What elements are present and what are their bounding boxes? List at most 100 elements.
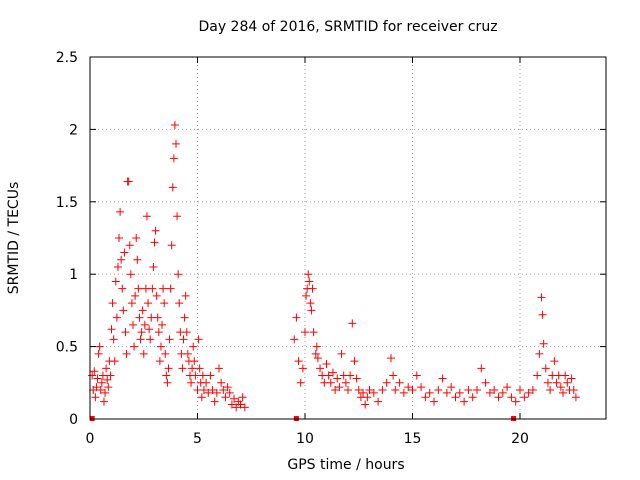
data-point xyxy=(408,386,417,395)
data-point xyxy=(122,349,131,358)
data-point xyxy=(112,313,121,322)
x-tick-label: 10 xyxy=(296,431,314,447)
data-point xyxy=(91,393,100,402)
data-point xyxy=(304,270,313,279)
data-point xyxy=(172,139,180,148)
data-point xyxy=(335,383,344,392)
data-point xyxy=(308,284,317,293)
data-point xyxy=(225,388,234,397)
data-point xyxy=(485,388,494,397)
data-point xyxy=(561,371,570,380)
data-point xyxy=(313,354,322,363)
data-point xyxy=(322,359,331,368)
data-point xyxy=(389,371,398,380)
y-tick-label: 0.5 xyxy=(56,340,78,356)
data-point xyxy=(352,374,361,383)
data-point xyxy=(164,364,173,373)
data-point xyxy=(178,364,187,373)
data-point xyxy=(490,386,499,395)
data-point xyxy=(391,386,400,395)
data-point xyxy=(126,270,135,279)
data-point xyxy=(165,335,174,344)
data-point xyxy=(204,388,213,397)
data-point xyxy=(135,313,144,322)
data-point xyxy=(559,388,567,397)
data-point xyxy=(215,364,223,373)
data-point xyxy=(417,383,426,392)
data-point xyxy=(298,364,307,373)
data-point xyxy=(567,374,576,383)
data-point xyxy=(546,386,555,395)
x-tick-label: 15 xyxy=(404,431,422,447)
data-point xyxy=(494,393,503,402)
data-point xyxy=(359,388,368,397)
data-point xyxy=(101,388,110,397)
data-point xyxy=(106,371,115,380)
data-point xyxy=(378,386,387,395)
data-point xyxy=(421,393,430,402)
data-point xyxy=(354,386,363,395)
data-point xyxy=(197,393,206,402)
data-point xyxy=(93,374,102,383)
data-point xyxy=(144,299,153,308)
data-point xyxy=(162,371,171,380)
data-point xyxy=(174,270,183,279)
data-point xyxy=(528,386,537,395)
data-point xyxy=(511,397,520,406)
data-point xyxy=(182,328,191,337)
data-point xyxy=(190,357,199,366)
data-point xyxy=(217,378,226,387)
data-point xyxy=(451,393,460,402)
data-point xyxy=(149,262,158,271)
data-point xyxy=(170,121,179,130)
data-point xyxy=(136,335,145,344)
data-point xyxy=(173,212,182,221)
data-points xyxy=(88,121,580,412)
data-point xyxy=(236,400,245,409)
data-point xyxy=(538,310,547,319)
data-point xyxy=(134,284,143,293)
data-point xyxy=(473,386,481,395)
data-point xyxy=(108,299,117,308)
data-point xyxy=(125,241,134,250)
data-point xyxy=(227,400,236,409)
y-tick-labels: 0 0.5 1 1.5 2 2.5 xyxy=(56,50,78,428)
data-point xyxy=(306,299,315,308)
data-point xyxy=(240,403,249,412)
data-point xyxy=(516,386,524,395)
data-point xyxy=(181,291,190,300)
data-point xyxy=(138,306,147,315)
data-point xyxy=(434,386,443,395)
data-point xyxy=(507,393,516,402)
data-point xyxy=(311,349,320,358)
data-point xyxy=(539,339,548,348)
data-point xyxy=(97,378,106,387)
data-point xyxy=(481,378,490,387)
data-point xyxy=(307,306,316,315)
x-axis-label: GPS time / hours xyxy=(287,457,404,473)
data-point xyxy=(117,255,126,264)
data-point xyxy=(223,383,232,392)
data-point xyxy=(331,386,340,395)
data-point xyxy=(438,374,447,383)
y-tick-label: 1 xyxy=(69,267,78,283)
axis-ticks xyxy=(89,56,606,420)
data-point xyxy=(158,320,167,329)
grid xyxy=(90,57,606,419)
data-point xyxy=(175,299,184,308)
data-point xyxy=(88,371,97,380)
data-point xyxy=(102,364,111,373)
data-point xyxy=(160,299,169,308)
data-point xyxy=(296,378,305,387)
data-point xyxy=(348,319,357,328)
data-point xyxy=(133,255,142,264)
data-point xyxy=(520,393,529,402)
data-point xyxy=(116,207,125,216)
data-point xyxy=(96,386,105,395)
data-point xyxy=(221,393,230,402)
data-point xyxy=(156,342,165,351)
data-point xyxy=(460,397,469,406)
data-point xyxy=(99,397,108,406)
data-point xyxy=(188,364,197,373)
